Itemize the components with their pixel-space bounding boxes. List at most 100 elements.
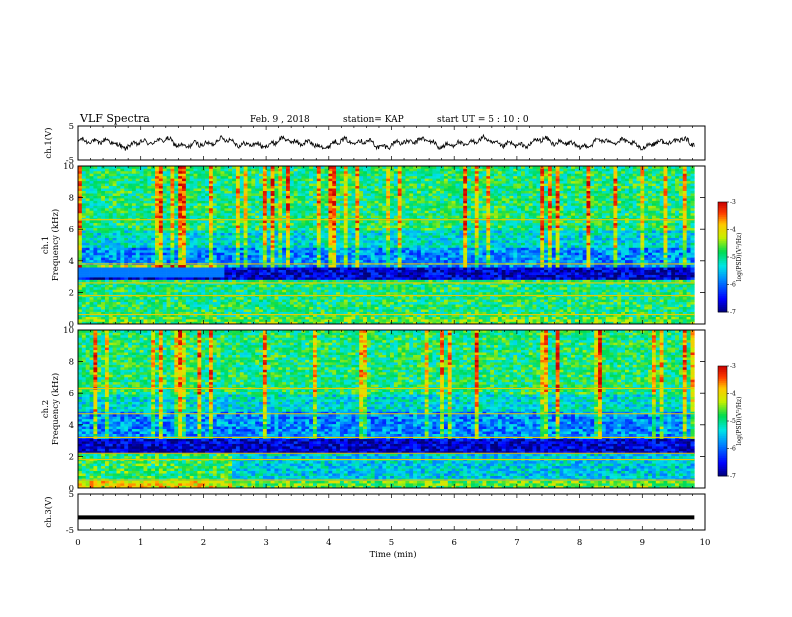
spectrogram-cell	[594, 302, 598, 305]
spectrogram-cell	[448, 319, 452, 322]
spectrogram-cell	[664, 307, 668, 310]
spectrogram-cell	[355, 285, 359, 288]
spectrogram-cell	[363, 267, 367, 270]
spectrogram-cell	[664, 302, 668, 305]
spectrogram-cell	[213, 317, 217, 320]
spectrogram-cell	[355, 272, 359, 275]
spectrogram-cell	[290, 285, 294, 288]
spectrogram-cell	[367, 270, 371, 273]
spectrogram-cell	[413, 277, 417, 280]
spectrogram-cell	[517, 265, 521, 268]
spectrogram-cell	[594, 275, 598, 278]
spectrogram-cell	[394, 272, 398, 275]
spectrogram-cell	[394, 289, 398, 292]
spectrogram-cell	[671, 302, 675, 305]
spectrogram-cell	[340, 307, 344, 310]
spectrogram-cell	[355, 319, 359, 322]
spectrogram-cell	[236, 280, 240, 283]
spectrogram-cell	[402, 309, 406, 312]
spectrogram-cell	[209, 285, 213, 288]
spectrogram-cell	[640, 285, 644, 288]
spectrogram-cell	[182, 304, 186, 307]
spectrogram-cell	[86, 285, 90, 288]
spectrogram-cell	[482, 289, 486, 292]
spectrogram-cell	[432, 297, 436, 300]
spectrogram-cell	[521, 307, 525, 310]
spectrogram-cell	[429, 292, 433, 295]
spectrogram-cell	[247, 317, 251, 320]
spectrogram-cell	[594, 309, 598, 312]
spectrogram-cell	[294, 277, 298, 280]
spectrogram-cell	[536, 267, 540, 270]
spectrogram-cell	[687, 307, 691, 310]
spectrogram-cell	[429, 275, 433, 278]
spectrogram-cell	[690, 292, 694, 295]
spectrogram-cell	[367, 307, 371, 310]
spectrogram-cell	[525, 289, 529, 292]
spectrogram-cell	[444, 302, 448, 305]
spectrogram-cell	[363, 302, 367, 305]
spectrogram-cell	[155, 270, 159, 273]
spectrogram-cell	[648, 317, 652, 320]
spectrogram-cell	[398, 287, 402, 290]
spectrogram-cell	[355, 309, 359, 312]
spectrogram-cell	[201, 292, 205, 295]
spectrogram-cell	[590, 319, 594, 322]
spectrogram-cell	[132, 280, 136, 283]
spectrogram-cell	[506, 292, 510, 295]
spectrogram-cell	[690, 307, 694, 310]
spectrogram-cell	[575, 289, 579, 292]
spectrogram-cell	[205, 309, 209, 312]
spectrogram-cell	[263, 275, 267, 278]
spectrogram-cell	[583, 299, 587, 302]
spectrogram-cell	[652, 285, 656, 288]
spectrogram-cell	[132, 277, 136, 280]
spectrogram-cell	[309, 309, 313, 312]
spectrogram-cell	[170, 275, 174, 278]
spectrogram-cell	[687, 299, 691, 302]
spectrogram-cell	[613, 307, 617, 310]
spectrogram-cell	[652, 299, 656, 302]
spectrogram-cell	[667, 319, 671, 322]
spectrogram-cell	[429, 265, 433, 268]
spectrogram-cell	[417, 265, 421, 268]
spectrogram-cell	[224, 319, 228, 322]
spectrogram-cell	[340, 304, 344, 307]
spectrogram-cell	[575, 277, 579, 280]
spectrogram-cell	[417, 280, 421, 283]
spectrogram-cell	[571, 272, 575, 275]
spectrogram-cell	[421, 267, 425, 270]
spectrogram-cell	[479, 270, 483, 273]
spectrogram-cell	[621, 317, 625, 320]
spectrogram-cell	[140, 304, 144, 307]
spectrogram-cell	[348, 302, 352, 305]
spectrogram-cell	[86, 302, 90, 305]
spectrogram-cell	[105, 297, 109, 300]
spectrogram-cell	[652, 280, 656, 283]
spectrogram-cell	[456, 277, 460, 280]
spectrogram-cell	[498, 280, 502, 283]
spectrogram-cell	[502, 309, 506, 312]
spectrogram-cell	[244, 285, 248, 288]
spectrogram-cell	[637, 272, 641, 275]
spectrogram-cell	[667, 277, 671, 280]
spectrogram-cell	[621, 272, 625, 275]
spectrogram-cell	[413, 309, 417, 312]
spectrogram-cell	[109, 265, 113, 268]
spectrogram-cell	[321, 299, 325, 302]
spectrogram-cell	[521, 277, 525, 280]
spectrogram-cell	[143, 299, 147, 302]
spectrogram-cell	[224, 307, 228, 310]
spectrogram-cell	[140, 270, 144, 273]
spectrogram-cell	[267, 287, 271, 290]
spectrogram-cell	[159, 309, 163, 312]
spectrogram-cell	[471, 307, 475, 310]
spectrogram-cell	[313, 309, 317, 312]
spectrogram-cell	[452, 277, 456, 280]
spectrogram-cell	[513, 277, 517, 280]
spectrogram-cell	[217, 270, 221, 273]
spectrogram-cell	[267, 304, 271, 307]
spectrogram-cell	[363, 317, 367, 320]
spectrogram-cell	[90, 299, 94, 302]
spectrogram-cell	[448, 265, 452, 268]
